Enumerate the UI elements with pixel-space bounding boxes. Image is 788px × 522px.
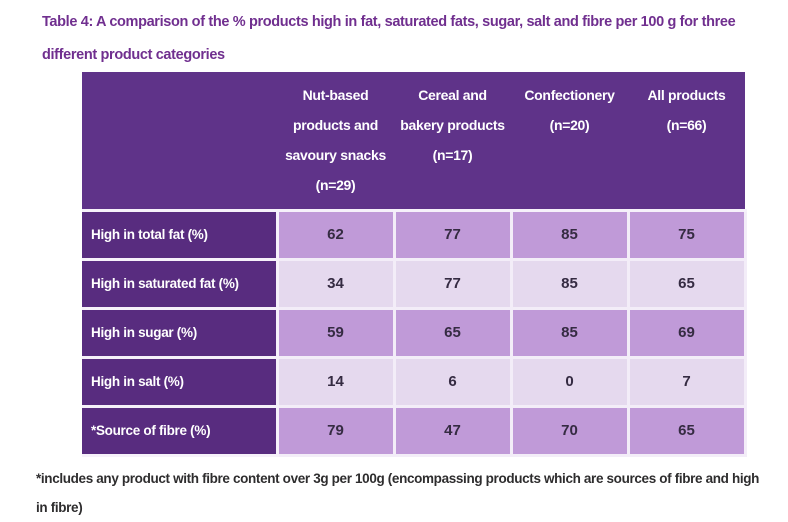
row-label-saturated-fat: High in saturated fat (%)	[82, 257, 279, 310]
cell-value: 65	[392, 306, 513, 359]
column-header-cereal-bakery: Cereal and bakery products (n=17)	[394, 72, 511, 212]
cell-value: 75	[626, 208, 747, 261]
table-title: Table 4: A comparison of the % products …	[42, 14, 736, 63]
cell-value: 62	[275, 208, 396, 261]
row-label-total-fat: High in total fat (%)	[82, 208, 279, 261]
cell-value: 34	[275, 257, 396, 310]
cell-value: 77	[392, 208, 513, 261]
cell-value: 0	[509, 355, 630, 408]
cell-value: 6	[392, 355, 513, 408]
table-row: High in sugar (%) 59 65 85 69	[82, 306, 747, 359]
cell-value: 69	[626, 306, 747, 359]
column-header-confectionery: Confectionery (n=20)	[511, 72, 628, 212]
cell-value: 59	[275, 306, 396, 359]
table-row: High in salt (%) 14 6 0 7	[82, 355, 747, 408]
column-header-all-products: All products (n=66)	[628, 72, 745, 212]
table-row: *Source of fibre (%) 79 47 70 65	[82, 404, 747, 457]
row-label-fibre: *Source of fibre (%)	[82, 404, 279, 457]
corner-cell	[82, 72, 277, 212]
table-row: High in total fat (%) 62 77 85 75	[82, 208, 747, 261]
cell-value: 77	[392, 257, 513, 310]
cell-value: 85	[509, 306, 630, 359]
row-label-salt: High in salt (%)	[82, 355, 279, 408]
cell-value: 85	[509, 257, 630, 310]
comparison-table: Nut-based products and savoury snacks (n…	[82, 72, 747, 457]
cell-value: 47	[392, 404, 513, 457]
cell-value: 79	[275, 404, 396, 457]
row-label-sugar: High in sugar (%)	[82, 306, 279, 359]
table-row: High in saturated fat (%) 34 77 85 65	[82, 257, 747, 310]
cell-value: 65	[626, 257, 747, 310]
cell-value: 7	[626, 355, 747, 408]
cell-value: 70	[509, 404, 630, 457]
cell-value: 65	[626, 404, 747, 457]
cell-value: 14	[275, 355, 396, 408]
column-header-nut-based: Nut-based products and savoury snacks (n…	[277, 72, 394, 212]
table-footnote: *includes any product with fibre content…	[36, 471, 760, 515]
cell-value: 85	[509, 208, 630, 261]
header-row: Nut-based products and savoury snacks (n…	[82, 72, 745, 212]
